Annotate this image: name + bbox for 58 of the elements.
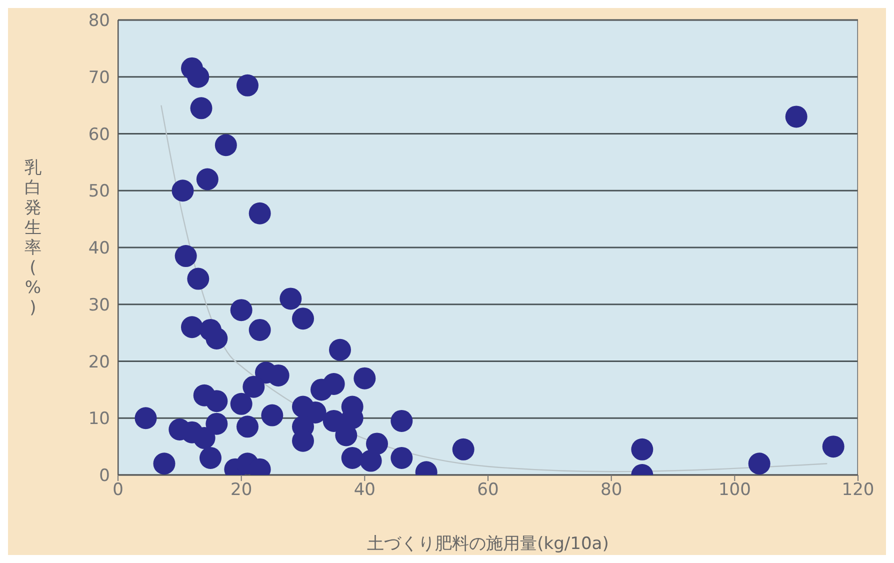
point bbox=[341, 446, 364, 469]
line-series bbox=[160, 104, 828, 472]
point bbox=[329, 338, 351, 361]
point bbox=[248, 202, 271, 224]
y-tick-label: 40 bbox=[88, 238, 110, 259]
x-tick-label: 80 bbox=[600, 480, 622, 500]
point bbox=[242, 376, 265, 398]
point bbox=[236, 416, 258, 438]
point bbox=[214, 134, 237, 156]
point bbox=[187, 66, 210, 88]
point bbox=[206, 390, 228, 412]
x-axis-title: 土づくり肥料の施用量(kg/10a) bbox=[367, 534, 609, 554]
y-tick-label: 60 bbox=[88, 124, 110, 145]
point bbox=[335, 424, 358, 446]
point bbox=[248, 318, 271, 341]
y-tick-label: 80 bbox=[88, 11, 110, 32]
y-tick-label: 30 bbox=[88, 295, 110, 316]
point bbox=[134, 407, 157, 430]
point bbox=[190, 97, 212, 120]
point bbox=[822, 436, 844, 458]
y-tick-label: 0 bbox=[99, 466, 110, 486]
point bbox=[785, 106, 808, 128]
point bbox=[172, 180, 194, 202]
x-tick-label: 60 bbox=[477, 480, 499, 500]
point bbox=[366, 432, 388, 455]
point bbox=[390, 446, 413, 469]
point bbox=[181, 316, 203, 338]
x-tick-label: 120 bbox=[842, 480, 874, 500]
point bbox=[230, 392, 252, 415]
point bbox=[193, 427, 216, 450]
point bbox=[390, 410, 413, 432]
y-tick-label: 10 bbox=[88, 409, 110, 430]
point bbox=[236, 74, 258, 96]
y-axis-title: 乳白発生率(%) bbox=[24, 158, 42, 318]
point bbox=[310, 378, 332, 401]
x-tick-label: 20 bbox=[230, 480, 252, 500]
y-tick-label: 20 bbox=[88, 352, 110, 372]
x-tick-label: 40 bbox=[354, 480, 376, 500]
point bbox=[187, 268, 210, 290]
point bbox=[174, 245, 197, 268]
point bbox=[196, 168, 218, 190]
point bbox=[206, 328, 228, 350]
point bbox=[261, 404, 284, 426]
point bbox=[280, 288, 302, 310]
point bbox=[230, 299, 252, 322]
point bbox=[452, 438, 474, 460]
y-tick-label: 70 bbox=[88, 68, 110, 88]
x-tick-label: 0 bbox=[112, 480, 124, 500]
point bbox=[206, 412, 228, 435]
point bbox=[292, 308, 314, 330]
point bbox=[748, 452, 770, 475]
point bbox=[153, 452, 176, 475]
point bbox=[360, 450, 382, 472]
x-tick-label: 100 bbox=[718, 480, 751, 500]
point bbox=[200, 446, 222, 469]
point bbox=[631, 438, 654, 460]
y-tick-label: 50 bbox=[88, 182, 110, 202]
point bbox=[354, 367, 376, 390]
